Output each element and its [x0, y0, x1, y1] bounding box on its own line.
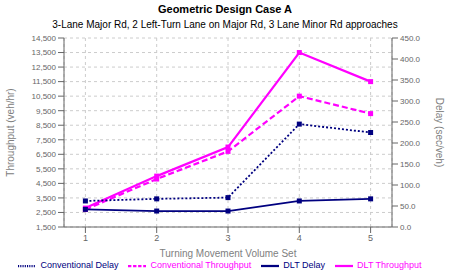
svg-text:300.0: 300.0 — [400, 97, 421, 106]
svg-text:8,500: 8,500 — [36, 121, 57, 130]
svg-text:1,500: 1,500 — [36, 223, 57, 232]
html-text:Conventional Throughput: Conventional Throughput — [150, 260, 252, 271]
svg-text:400.0: 400.0 — [400, 55, 421, 64]
html-text:DLT Throughput: DLT Throughput — [357, 260, 422, 271]
svg-text:5: 5 — [368, 233, 373, 243]
svg-text:450.0: 450.0 — [400, 34, 421, 43]
svg-text:250.0: 250.0 — [400, 118, 421, 127]
svg-text:5,500: 5,500 — [36, 165, 57, 174]
svg-text:11,500: 11,500 — [32, 77, 56, 86]
svg-text:2,500: 2,500 — [36, 208, 57, 217]
svg-text:Throughput (veh/hr): Throughput (veh/hr) — [8, 88, 16, 176]
svg-text:Turning Movement Volume Set: Turning Movement Volume Set — [160, 248, 297, 259]
html-text:Geometric Design Case A: Geometric Design Case A — [158, 3, 292, 15]
svg-text:9,500: 9,500 — [36, 107, 57, 116]
svg-text:150.0: 150.0 — [400, 160, 421, 169]
svg-text:13,500: 13,500 — [32, 48, 57, 57]
svg-text:100.0: 100.0 — [400, 181, 421, 190]
html-text:Conventional Delay: Conventional Delay — [40, 260, 119, 271]
svg-text:12,500: 12,500 — [32, 63, 57, 72]
svg-text:50.0: 50.0 — [400, 202, 416, 211]
svg-text:200.0: 200.0 — [400, 139, 421, 148]
svg-text:2: 2 — [154, 233, 159, 243]
svg-text:14,500: 14,500 — [32, 34, 57, 43]
svg-text:350.0: 350.0 — [400, 76, 421, 85]
svg-text:3,500: 3,500 — [36, 194, 57, 203]
svg-text:1: 1 — [83, 233, 88, 243]
svg-text:6,500: 6,500 — [36, 150, 57, 159]
svg-text:0.0: 0.0 — [400, 223, 412, 232]
svg-text:10,500: 10,500 — [32, 92, 57, 101]
svg-text:3: 3 — [225, 233, 230, 243]
svg-text:Delay (sec/veh): Delay (sec/veh) — [434, 98, 442, 167]
svg-text:4: 4 — [297, 233, 302, 243]
svg-text:4,500: 4,500 — [36, 179, 57, 188]
html-text:3-Lane Major Rd, 2 Left-Turn L: 3-Lane Major Rd, 2 Left-Turn Lane on Maj… — [52, 19, 398, 30]
svg-text:7,500: 7,500 — [36, 136, 57, 145]
html-text:DLT Delay: DLT Delay — [283, 260, 325, 271]
